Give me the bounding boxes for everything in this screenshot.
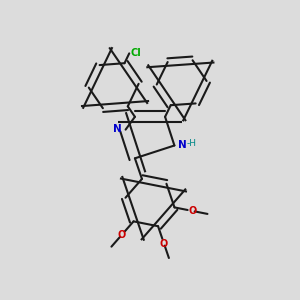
Text: Cl: Cl (131, 48, 142, 59)
Text: O: O (189, 206, 197, 216)
Text: methyl: methyl (96, 248, 120, 254)
Text: methyl: methyl (158, 260, 183, 266)
Text: methyl: methyl (200, 212, 224, 218)
Text: O: O (160, 239, 168, 249)
Text: N: N (178, 140, 187, 150)
Text: N: N (112, 124, 121, 134)
Text: -H: -H (187, 140, 196, 148)
Text: O: O (117, 230, 125, 240)
